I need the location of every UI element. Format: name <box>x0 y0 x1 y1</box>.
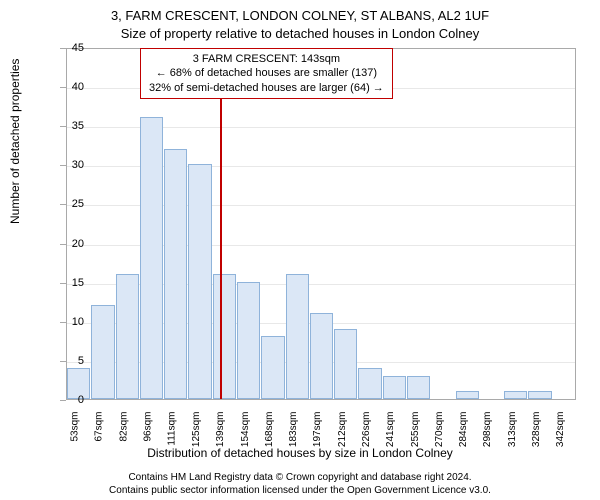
histogram-bar <box>188 164 211 399</box>
x-tick: 67sqm <box>94 412 105 442</box>
histogram-bar <box>407 376 430 399</box>
histogram-bar <box>528 391 551 399</box>
x-tick: 226sqm <box>361 412 372 448</box>
x-tick: 125sqm <box>191 412 202 448</box>
x-tick: 313sqm <box>507 412 518 448</box>
x-tick: 154sqm <box>240 412 251 448</box>
histogram-bar <box>116 274 139 399</box>
x-tick: 139sqm <box>215 412 226 448</box>
footer-line2: Contains public sector information licen… <box>0 484 600 497</box>
x-tick: 212sqm <box>337 412 348 448</box>
footer: Contains HM Land Registry data © Crown c… <box>0 471 600 497</box>
histogram-bar <box>164 149 187 399</box>
histogram-bar <box>383 376 406 399</box>
histogram-bar <box>358 368 381 399</box>
x-tick: 342sqm <box>555 412 566 448</box>
histogram-bar <box>456 391 479 399</box>
annotation-box: 3 FARM CRESCENT: 143sqm ← 68% of detache… <box>140 48 393 99</box>
x-tick: 183sqm <box>288 412 299 448</box>
y-tick: 20 <box>72 238 84 250</box>
reference-line <box>220 49 222 399</box>
histogram-bar <box>140 117 163 399</box>
x-tick: 111sqm <box>167 412 178 446</box>
y-tick: 10 <box>72 316 84 328</box>
annotation-line2: ← 68% of detached houses are smaller (13… <box>149 66 384 80</box>
histogram-bar <box>213 274 236 399</box>
x-tick: 241sqm <box>385 412 396 448</box>
histogram-bar <box>286 274 309 399</box>
x-tick: 328sqm <box>531 412 542 448</box>
x-axis-label: Distribution of detached houses by size … <box>0 446 600 460</box>
y-tick: 0 <box>78 394 84 406</box>
chart-container: 3, FARM CRESCENT, LONDON COLNEY, ST ALBA… <box>0 0 600 500</box>
x-tick: 197sqm <box>313 412 324 448</box>
y-tick: 35 <box>72 120 84 132</box>
y-tick: 5 <box>78 355 84 367</box>
chart-title-sub: Size of property relative to detached ho… <box>0 26 600 41</box>
x-tick: 255sqm <box>410 412 421 448</box>
histogram-bar <box>237 282 260 399</box>
x-tick: 53sqm <box>70 412 81 442</box>
y-tick: 40 <box>72 81 84 93</box>
histogram-bar <box>310 313 333 399</box>
x-tick: 298sqm <box>483 412 494 448</box>
chart-title-main: 3, FARM CRESCENT, LONDON COLNEY, ST ALBA… <box>0 8 600 23</box>
annotation-line1: 3 FARM CRESCENT: 143sqm <box>149 52 384 66</box>
x-tick: 270sqm <box>434 412 445 448</box>
x-tick: 284sqm <box>458 412 469 448</box>
y-tick: 25 <box>72 198 84 210</box>
histogram-bar <box>334 329 357 399</box>
histogram-bar <box>261 336 284 399</box>
y-tick: 45 <box>72 42 84 54</box>
x-tick: 96sqm <box>143 412 154 442</box>
histogram-bar <box>91 305 114 399</box>
plot-area <box>66 48 576 400</box>
x-tick: 82sqm <box>118 412 129 442</box>
x-tick: 168sqm <box>264 412 275 448</box>
histogram-bar <box>504 391 527 399</box>
y-axis-label: Number of detached properties <box>8 59 22 224</box>
footer-line1: Contains HM Land Registry data © Crown c… <box>0 471 600 484</box>
annotation-line3: 32% of semi-detached houses are larger (… <box>149 81 384 95</box>
y-tick: 30 <box>72 159 84 171</box>
y-tick: 15 <box>72 277 84 289</box>
